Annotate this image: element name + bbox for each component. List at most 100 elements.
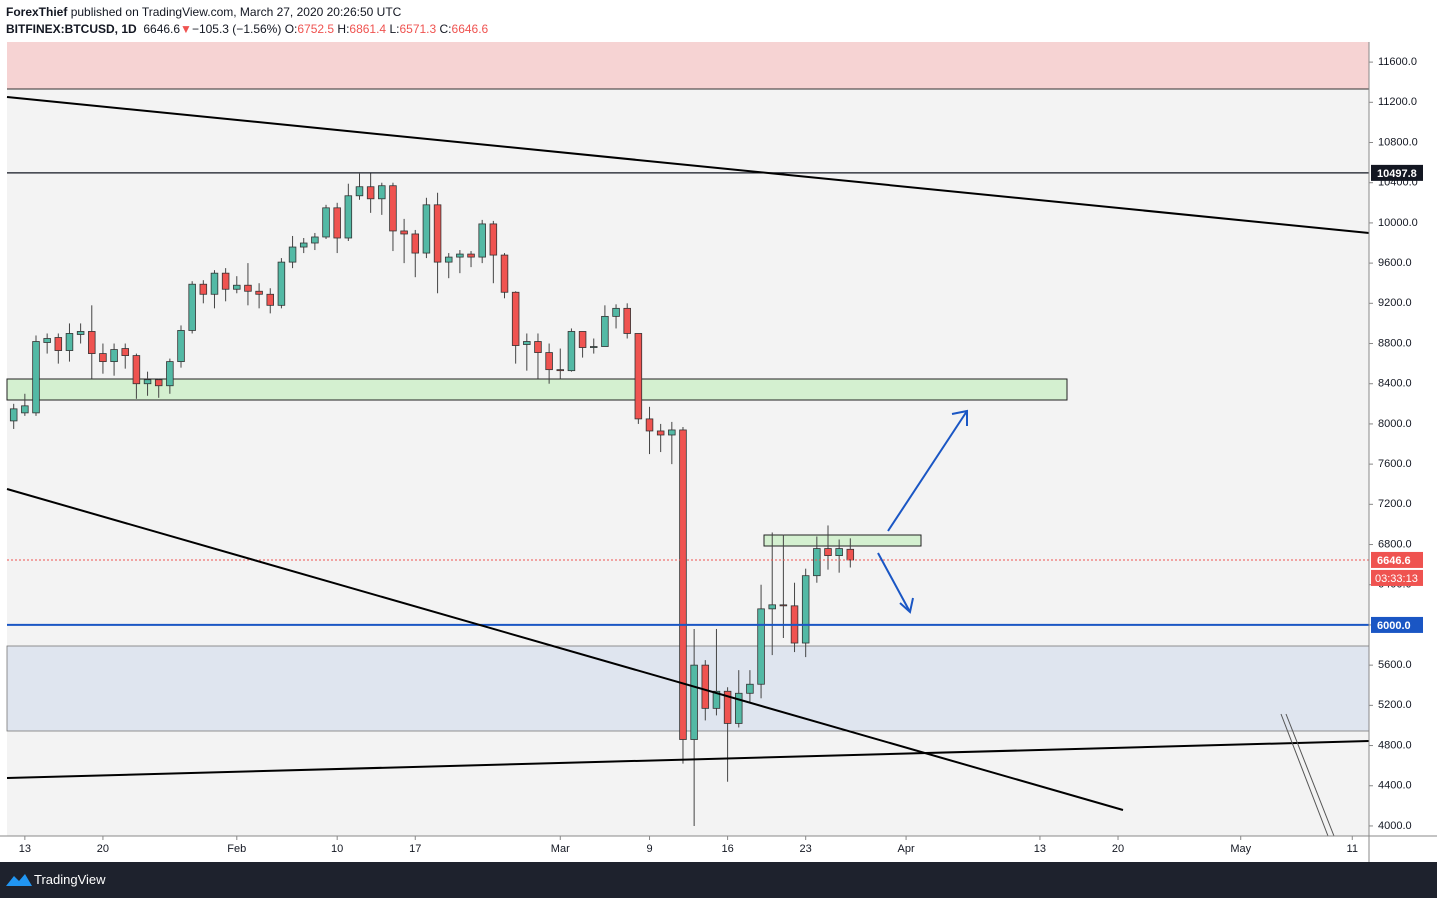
x-tick-label: 11 <box>1347 843 1358 855</box>
candle-body <box>746 683 754 694</box>
x-tick-label: 23 <box>800 843 812 855</box>
footer: TradingView <box>0 862 1437 898</box>
candle-body <box>43 338 51 343</box>
candle-body <box>121 348 129 356</box>
candle-body <box>656 430 665 436</box>
candle-body <box>511 291 520 346</box>
candle-body <box>221 272 230 290</box>
resistance-zone <box>7 42 1369 89</box>
trend-line <box>1285 713 1335 837</box>
candle-body <box>645 418 654 432</box>
c-label: C: <box>439 22 452 36</box>
candle-body <box>389 185 397 232</box>
candle-body <box>500 254 509 293</box>
candle-body <box>177 330 185 363</box>
x-tick-label: 13 <box>1034 843 1046 855</box>
candle-body <box>489 223 498 256</box>
candle-body <box>735 692 743 724</box>
price-box <box>1371 616 1423 633</box>
h: 6861.4 <box>349 22 387 36</box>
o-label: O: <box>284 22 298 36</box>
price-label: 6000.0 <box>1377 620 1411 632</box>
candle-body <box>143 379 152 385</box>
candle-body <box>523 341 531 345</box>
candle-body <box>199 283 208 295</box>
price-label: 10497.8 <box>1377 168 1417 180</box>
x-tick-label: 16 <box>721 843 733 855</box>
candle-body <box>132 355 141 385</box>
x-tick-label: 20 <box>1112 843 1124 855</box>
candle-body <box>690 664 698 740</box>
demand-zone <box>6 378 1068 401</box>
candle-body <box>311 236 319 244</box>
candle-body <box>422 204 431 254</box>
candle-body <box>21 405 29 414</box>
logo <box>6 874 32 886</box>
y-tick-label: 11200.0 <box>1378 96 1417 108</box>
candle-body <box>299 242 308 248</box>
candle-body <box>467 253 475 258</box>
small-zone <box>763 534 922 547</box>
y-tick-label: 4000.0 <box>1378 820 1412 832</box>
x-tick-label: Mar <box>551 843 570 855</box>
candle-body <box>344 195 353 239</box>
change: −105.3 (−1.56%) <box>191 22 282 36</box>
candle-body <box>801 575 810 644</box>
y-tick-label: 11600.0 <box>1378 56 1417 68</box>
y-tick-label: 7600.0 <box>1378 458 1412 470</box>
candle-body <box>567 331 576 372</box>
price-label: 6646.6 <box>1377 555 1411 567</box>
candle-body <box>366 186 375 200</box>
candle-body <box>824 548 832 556</box>
y-tick-label: 5600.0 <box>1378 659 1412 671</box>
h-label: H: <box>337 22 350 36</box>
price-box <box>1371 164 1423 181</box>
candle-body <box>355 186 364 197</box>
trend-line <box>1280 713 1329 837</box>
c: 6646.6 <box>451 22 489 36</box>
price-box <box>1371 551 1423 568</box>
last: 6646.6 <box>143 22 181 36</box>
trend-line <box>6 740 1370 779</box>
candle-body <box>701 664 710 709</box>
candle-body <box>835 548 843 556</box>
candle-body <box>378 185 386 200</box>
candle-body <box>456 253 464 258</box>
candle-body <box>166 361 174 387</box>
published: published on TradingView.com, March 27, … <box>70 5 402 19</box>
candle-body <box>444 256 453 263</box>
brand[interactable]: TradingView <box>34 872 106 887</box>
author: ForexThief <box>6 5 68 19</box>
o: 6752.5 <box>297 22 335 36</box>
trend-line <box>6 488 1124 811</box>
candle-body <box>723 690 732 724</box>
candle-body <box>589 346 598 348</box>
chart: 4000.04400.04800.05200.05600.06000.06400… <box>0 42 1437 862</box>
x-tick-label: 10 <box>331 843 343 855</box>
x-tick-label: 17 <box>409 843 421 855</box>
y-tick-label: 10000.0 <box>1378 217 1418 229</box>
x-tick-label: Feb <box>227 843 246 855</box>
candle-body <box>433 204 442 263</box>
support-zone <box>6 645 1370 732</box>
candle-body <box>634 333 643 420</box>
y-tick-label: 9600.0 <box>1378 257 1412 269</box>
candle-body <box>88 331 96 354</box>
x-tick-label: 20 <box>97 843 109 855</box>
candle-body <box>478 223 486 258</box>
candle-body <box>32 341 40 414</box>
y-tick-label: 8800.0 <box>1378 337 1412 349</box>
candle-body <box>266 293 274 306</box>
header: ForexThief published on TradingView.com,… <box>6 4 488 38</box>
candle-body <box>255 290 263 295</box>
arrow: ▼ <box>180 22 192 36</box>
x-tick-label: May <box>1230 843 1251 855</box>
candle-body <box>188 283 196 331</box>
candle-body <box>277 261 286 306</box>
candle-body <box>244 284 252 292</box>
countdown-box <box>1371 569 1423 586</box>
candle-body <box>768 604 776 610</box>
candle-body <box>65 333 74 351</box>
y-tick-label: 10800.0 <box>1378 136 1418 148</box>
y-tick-label: 5200.0 <box>1378 699 1412 711</box>
